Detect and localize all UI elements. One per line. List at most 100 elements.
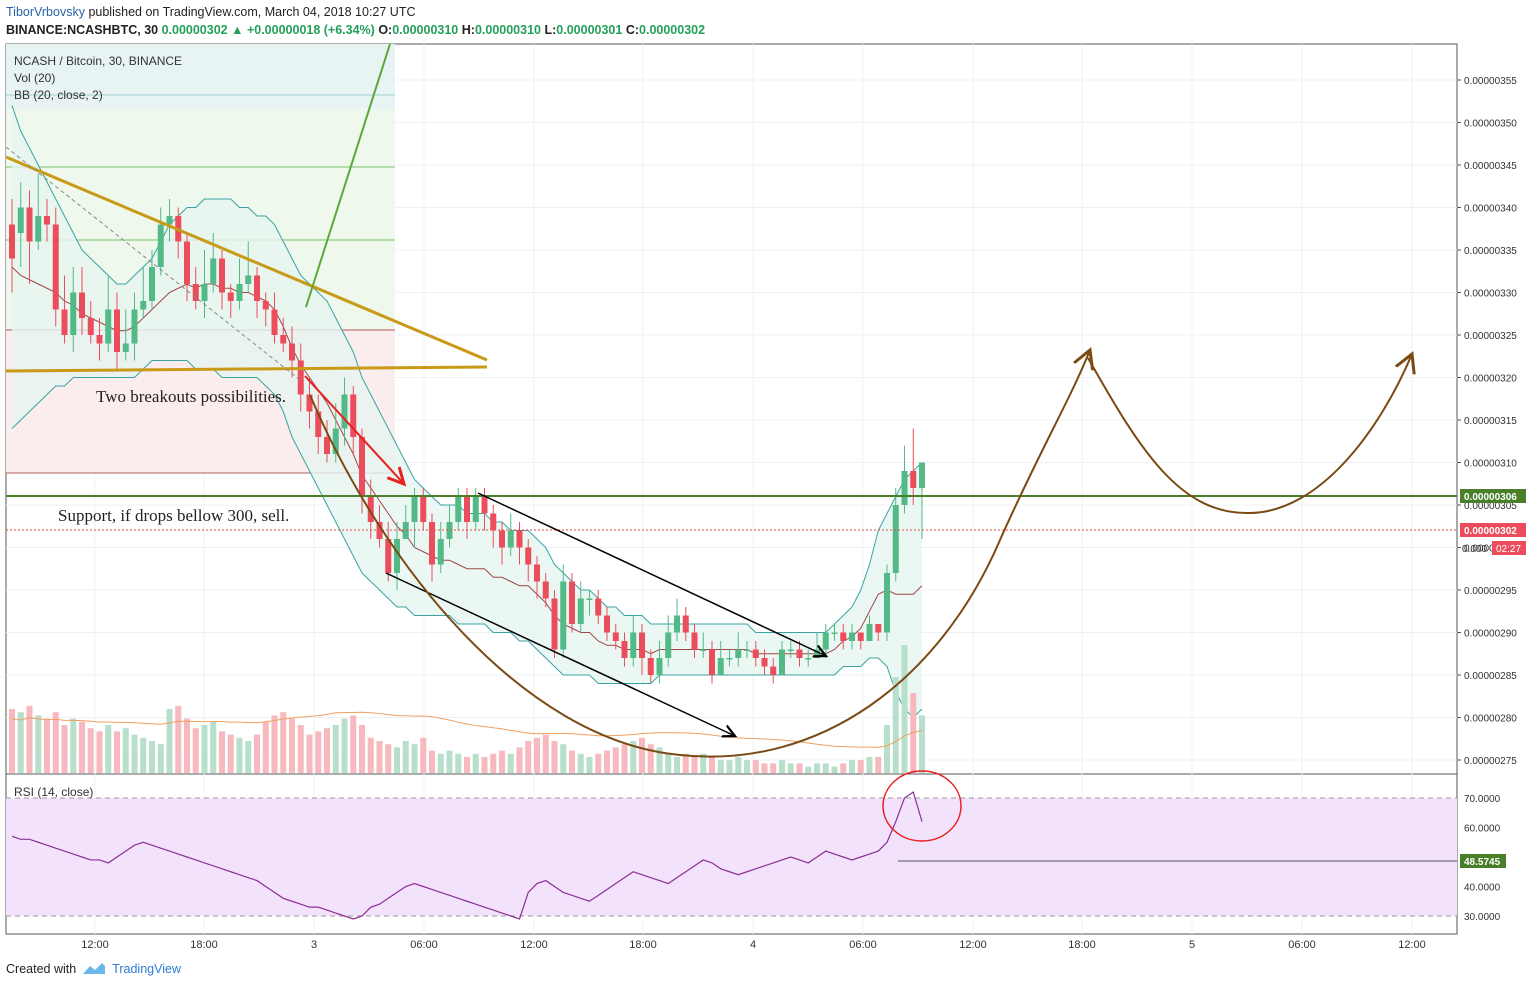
candle-body: [560, 581, 567, 650]
candle-body: [184, 241, 190, 284]
price-tick-label: 0.00000305: [1464, 501, 1517, 512]
volume-bar: [131, 734, 138, 773]
volume-bar: [254, 734, 260, 773]
volume-bar: [455, 753, 462, 773]
volume-bar: [52, 712, 59, 773]
candle-body: [79, 292, 85, 318]
candle-body: [901, 471, 908, 505]
volume-bar: [420, 737, 427, 773]
rsi-tick-label: 60.0000: [1464, 824, 1501, 835]
volume-bar: [192, 728, 199, 773]
volume-bar: [621, 744, 628, 773]
triangle-upper-line[interactable]: [5, 155, 488, 362]
countdown-text: 02:27: [1496, 544, 1521, 555]
price-tick-label: 0.00000295: [1464, 586, 1517, 597]
tradingview-link[interactable]: TradingView: [112, 962, 181, 976]
candle-body: [96, 335, 103, 344]
candle-body: [595, 598, 602, 616]
volume-bar: [735, 757, 742, 773]
price-tick-label: 0.00000285: [1464, 671, 1517, 682]
rsi-highlight-circle[interactable]: [882, 770, 962, 842]
candle-body: [682, 615, 689, 633]
candle-body: [192, 284, 199, 301]
black-lower-arrow[interactable]: [385, 572, 735, 736]
close-label: C:: [625, 23, 640, 37]
candle-body: [262, 301, 269, 310]
candle-body: [840, 632, 847, 641]
candle-body: [420, 496, 427, 522]
candle-body: [849, 632, 855, 641]
candle-body: [884, 573, 890, 633]
candle-body: [866, 624, 873, 641]
candles: [9, 173, 925, 684]
volume-bar: [542, 734, 549, 773]
high-value: 0.00000310: [474, 23, 541, 37]
candle-body: [254, 275, 260, 301]
volume-bar: [805, 766, 812, 773]
candle-body: [367, 496, 374, 522]
projection-curve[interactable]: [1087, 354, 1412, 515]
volume-bar: [219, 731, 225, 773]
triangle-lower-line[interactable]: [5, 365, 488, 373]
volume-bar: [560, 744, 567, 773]
time-tick-label: 3: [311, 939, 317, 951]
last-price-text: 0.00000302: [1464, 526, 1517, 537]
time-tick-label: 18:00: [629, 939, 657, 951]
volume-bar: [446, 750, 453, 773]
volume-bar: [787, 763, 794, 773]
volume-bar: [674, 757, 680, 773]
candle-body: [822, 632, 829, 650]
candle-body: [700, 649, 707, 651]
candle-body: [306, 394, 313, 412]
candle-body: [402, 522, 409, 539]
volume-bar: [884, 725, 890, 773]
red-down-arrow[interactable]: [304, 375, 404, 484]
time-tick-label: 06:00: [410, 939, 438, 951]
support-annotation: Support, if drops bellow 300, sell.: [58, 506, 289, 525]
volume-bar: [691, 757, 698, 773]
candle-body: [411, 496, 418, 522]
price-change: ▲ +0.00000018 (+6.34%): [231, 23, 375, 37]
last-price-tag: [1460, 523, 1526, 537]
volume-bar: [700, 753, 707, 773]
candle-body: [359, 437, 365, 497]
volume-ma-line: [11, 711, 923, 748]
candle-body: [621, 641, 628, 658]
rsi-axis[interactable]: 70.0000 60.0000 40.0000 30.0000: [1464, 794, 1501, 923]
author-link[interactable]: TiborVrbovsky: [6, 5, 85, 19]
price-tick-label: 0.00000300: [1464, 544, 1517, 555]
candle-body: [752, 649, 759, 658]
candle-body: [779, 649, 785, 675]
low-label: L:: [544, 23, 557, 37]
candle-body: [315, 411, 322, 437]
volume-bar: [647, 744, 654, 773]
volume-bar: [376, 741, 383, 773]
candle-body: [516, 530, 523, 548]
green-projection-line[interactable]: [305, 43, 391, 308]
candle-body: [394, 539, 400, 573]
candle-body: [131, 309, 138, 344]
volume-bar: [857, 760, 864, 773]
candle-body: [70, 292, 77, 335]
volume-bar: [875, 757, 882, 773]
candle-body: [770, 666, 777, 675]
tradingview-logo-icon: [83, 963, 106, 974]
candle-body: [831, 632, 838, 634]
candle-body: [157, 224, 164, 267]
volume-bar: [280, 712, 287, 773]
candle-body: [726, 658, 733, 660]
volume-bar: [490, 753, 497, 773]
black-upper-arrow[interactable]: [477, 492, 826, 656]
price-axis[interactable]: 0.00000355 0.00000350 0.00000345 0.00000340…: [1457, 76, 1517, 767]
volume-bar: [394, 747, 400, 773]
price-tick-label: 0.00000290: [1464, 629, 1517, 640]
volume-bar: [656, 747, 663, 773]
volume-bar: [210, 721, 217, 773]
candle-body: [691, 632, 698, 650]
rsi-legend: RSI (14, close): [14, 785, 93, 799]
time-axis[interactable]: 12:00 18:00 3 06:00 12:00 18:00 4 06:00 12:00 18:…: [81, 939, 1426, 951]
rsi-tick-label: 30.0000: [1464, 912, 1501, 923]
published-text: published on TradingView.com, March 04, …: [88, 5, 416, 19]
cup-curve[interactable]: [309, 350, 1090, 758]
